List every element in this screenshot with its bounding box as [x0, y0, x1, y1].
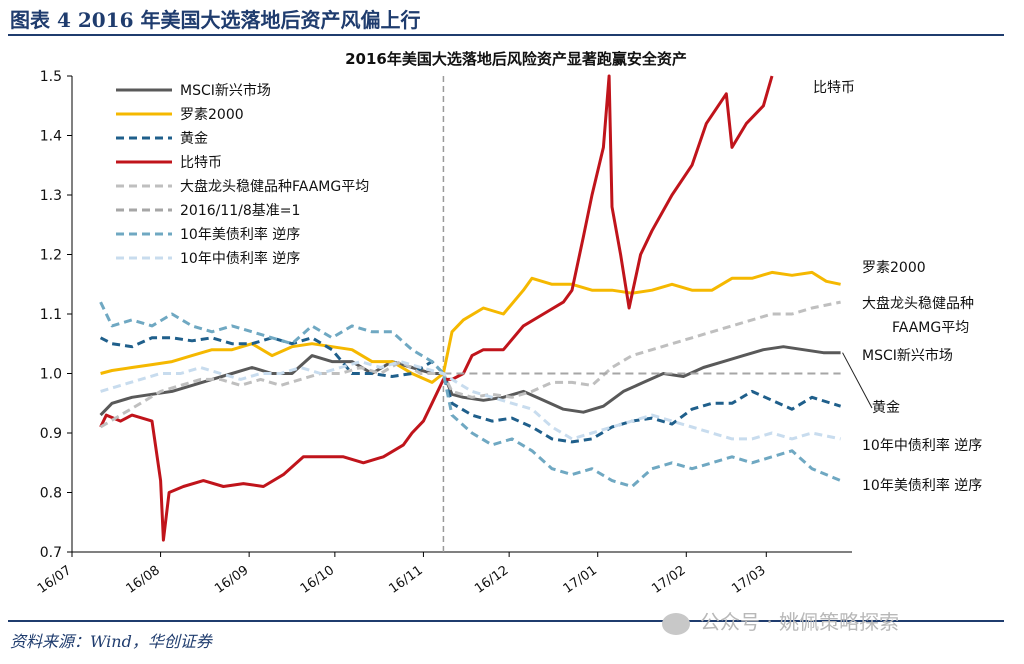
- series-line-7: [100, 360, 841, 441]
- y-tick-label: 1.0: [40, 367, 62, 383]
- y-tick-label: 0.7: [40, 545, 62, 561]
- figure-title: 图表 4 2016 年美国大选落地后资产风偏上行: [10, 8, 421, 32]
- title-rule: [8, 34, 1004, 36]
- y-tick-label: 0.9: [40, 426, 62, 442]
- end-label: 10年中债利率 逆序: [862, 437, 982, 454]
- wechat-logo-icon: [662, 612, 690, 635]
- chart-title: 2016年美国大选落地后风险资产显著跑赢安全资产: [345, 50, 687, 68]
- x-tick-label: 17/02: [649, 563, 688, 597]
- x-tick-label: 16/11: [386, 563, 425, 597]
- watermark: 公众号 · 姚佩策略探索: [662, 606, 899, 635]
- line-chart: 2016年美国大选落地后风险资产显著跑赢安全资产 1.5 1.4 1.3 1.2 1.1…: [35, 50, 982, 597]
- msci-leader-line: [842, 352, 873, 409]
- legend-label: 10年美债利率 逆序: [180, 226, 300, 243]
- legend-label: 10年中债利率 逆序: [180, 250, 300, 267]
- end-label: 比特币: [813, 80, 855, 96]
- source-note: 资料来源：Wind，华创证券: [10, 632, 212, 651]
- y-tick-label: 1.1: [40, 307, 62, 323]
- legend-label: 黄金: [180, 130, 208, 147]
- end-label: MSCI新兴市场: [862, 347, 953, 364]
- legend-label: 2016/11/8基准=1: [180, 202, 300, 219]
- end-label: 10年美债利率 逆序: [862, 477, 982, 494]
- axes: 1.5 1.4 1.3 1.2 1.1 1.0 0.9 0.8 0.7 16/07 16/08 16/…: [35, 69, 852, 597]
- x-tick-label: 16/10: [298, 563, 337, 597]
- legend-label: 大盘龙头稳健品种FAAMG平均: [180, 178, 369, 195]
- x-tick-label: 16/09: [212, 563, 251, 597]
- legend-label: MSCI新兴市场: [180, 82, 271, 99]
- end-label: 罗素2000: [862, 260, 926, 276]
- y-tick-label: 1.2: [40, 248, 62, 264]
- y-tick-label: 1.4: [40, 129, 62, 145]
- x-tick-label: 17/01: [561, 563, 600, 597]
- series-line-4: [99, 300, 841, 429]
- watermark-text: 公众号 · 姚佩策略探索: [700, 610, 900, 634]
- source-rule: [8, 620, 1004, 622]
- y-tick-label: 1.3: [40, 188, 62, 204]
- x-tick-label: 16/12: [472, 563, 511, 597]
- series-lines: [99, 74, 842, 542]
- end-label: 大盘龙头稳健品种: [862, 295, 974, 312]
- x-tick-label: 16/08: [124, 563, 163, 597]
- end-label: 黄金: [872, 399, 900, 416]
- series-line-1: [100, 270, 841, 384]
- legend-label: 罗素2000: [180, 107, 244, 123]
- x-tick-label: 17/03: [729, 563, 768, 597]
- series-line-0: [99, 345, 841, 417]
- y-tick-label: 0.8: [40, 486, 62, 502]
- end-label: FAAMG平均: [892, 320, 969, 336]
- series-line-6: [99, 301, 842, 488]
- legend-label: 比特币: [180, 155, 222, 171]
- series-line-3: [99, 74, 774, 542]
- y-tick-label: 1.5: [40, 69, 62, 85]
- x-tick-label: 16/07: [35, 563, 74, 597]
- series-line-2: [99, 336, 842, 444]
